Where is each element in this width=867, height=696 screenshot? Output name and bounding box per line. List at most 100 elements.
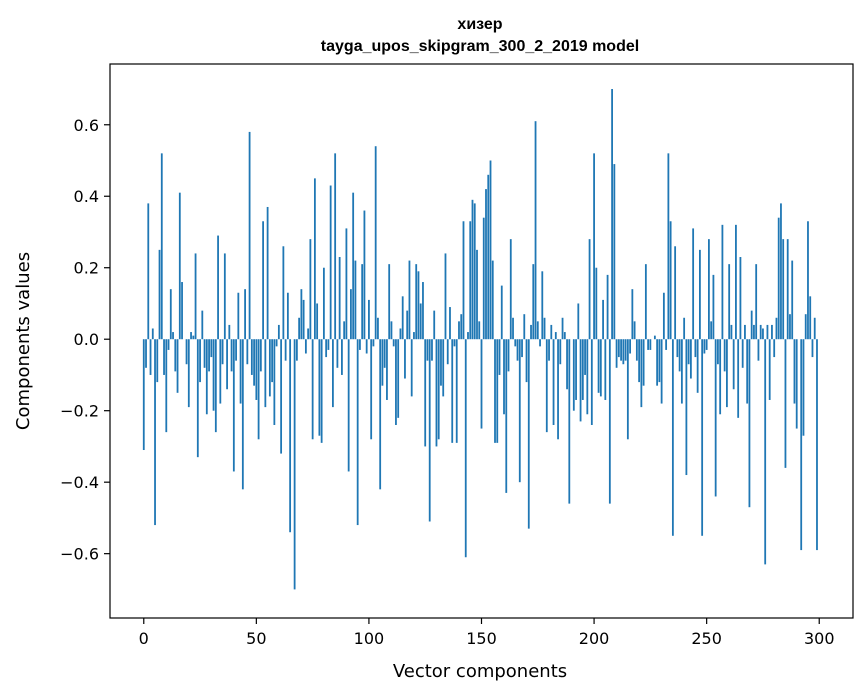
- bar-207: [608, 339, 611, 504]
- bar-111: [392, 339, 395, 347]
- bar-253: [712, 274, 715, 340]
- bar-95: [356, 339, 359, 526]
- bar-158: [498, 339, 501, 375]
- bar-189: [568, 339, 571, 504]
- bar-205: [604, 339, 607, 400]
- bar-257: [721, 224, 724, 340]
- bar-184: [557, 339, 559, 440]
- bar-216: [629, 339, 631, 354]
- bar-54: [264, 339, 267, 408]
- bar-164: [512, 317, 514, 340]
- bar-6: [156, 339, 159, 383]
- bar-202: [597, 339, 600, 393]
- bar-127: [428, 339, 431, 522]
- bar-212: [620, 339, 622, 361]
- bar-194: [579, 339, 582, 422]
- bar-90: [345, 228, 348, 340]
- bar-180: [548, 339, 550, 361]
- bar-286: [786, 239, 789, 340]
- bar-177: [541, 271, 544, 340]
- bar-133: [442, 339, 445, 397]
- bar-281: [775, 317, 778, 340]
- bar-176: [539, 339, 541, 347]
- bar-7: [158, 249, 161, 340]
- bar-129: [433, 310, 436, 340]
- bar-88: [341, 339, 343, 375]
- bar-116: [404, 339, 406, 379]
- bar-296: [809, 296, 812, 340]
- bar-273: [757, 339, 760, 361]
- bar-38: [228, 324, 231, 340]
- bar-78: [318, 339, 321, 436]
- bar-282: [777, 217, 780, 340]
- bar-241: [685, 339, 688, 476]
- bar-137: [451, 339, 454, 443]
- bar-239: [680, 339, 683, 404]
- bar-203: [599, 339, 602, 397]
- bar-87: [338, 257, 341, 340]
- bar-128: [431, 339, 433, 361]
- bar-57: [271, 339, 274, 383]
- bar-20: [187, 339, 190, 408]
- bar-188: [566, 339, 568, 390]
- bar-160: [503, 339, 505, 415]
- bar-152: [485, 189, 487, 340]
- bar-118: [408, 260, 411, 340]
- bar-5: [154, 339, 156, 526]
- bar-138: [453, 339, 456, 347]
- bar-3: [149, 339, 152, 375]
- bar-153: [487, 174, 490, 340]
- bar-249: [703, 339, 706, 354]
- bar-166: [516, 339, 519, 361]
- bar-32: [214, 339, 217, 433]
- bar-8: [160, 153, 163, 340]
- bar-277: [766, 324, 769, 340]
- bar-229: [658, 339, 661, 383]
- bar-70: [300, 289, 303, 340]
- bar-86: [336, 339, 339, 368]
- bar-124: [422, 282, 424, 340]
- bar-231: [662, 292, 665, 340]
- bar-0: [142, 339, 145, 451]
- bar-287: [789, 314, 791, 340]
- bar-30: [210, 339, 213, 358]
- bar-197: [586, 339, 589, 415]
- bar-117: [406, 310, 409, 340]
- bar-82: [327, 339, 330, 350]
- bar-31: [212, 339, 215, 411]
- bar-208: [611, 89, 613, 340]
- bar-58: [273, 339, 276, 425]
- chart-subtitle: tayga_upos_skipgram_300_2_2019 model: [321, 38, 639, 55]
- y-tick-label: 0.6: [74, 116, 99, 135]
- bar-204: [602, 299, 604, 340]
- bar-83: [329, 185, 332, 340]
- bar-34: [219, 339, 222, 404]
- bar-29: [208, 339, 210, 372]
- bar-96: [359, 339, 361, 350]
- y-axis-ticks: −0.6 −0.4 −0.2 0.0 0.2 0.4 0.6: [60, 116, 110, 564]
- bar-271: [753, 324, 755, 340]
- bar-210: [615, 339, 618, 368]
- bar-251: [708, 239, 710, 340]
- bar-149: [478, 321, 481, 340]
- y-tick-label: 0.0: [74, 330, 99, 349]
- bar-215: [626, 339, 629, 440]
- y-tick-label: −0.4: [60, 473, 99, 492]
- bars-group: [142, 89, 818, 590]
- bar-218: [633, 321, 636, 340]
- bar-167: [518, 339, 521, 483]
- bar-80: [322, 267, 325, 340]
- bar-76: [313, 178, 316, 340]
- bar-48: [250, 339, 253, 375]
- bar-213: [622, 339, 625, 365]
- bar-220: [638, 339, 641, 383]
- bar-41: [235, 339, 237, 361]
- bar-211: [617, 339, 620, 358]
- bar-285: [784, 339, 787, 468]
- bar-79: [320, 339, 323, 443]
- bar-44: [241, 339, 244, 490]
- bar-289: [793, 339, 796, 404]
- bar-274: [759, 324, 762, 340]
- bar-81: [325, 339, 328, 358]
- bar-46: [246, 339, 249, 365]
